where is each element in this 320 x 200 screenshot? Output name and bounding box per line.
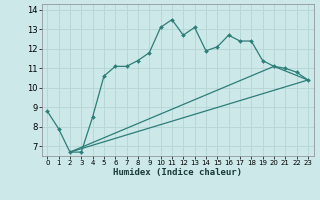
X-axis label: Humidex (Indice chaleur): Humidex (Indice chaleur)	[113, 168, 242, 177]
